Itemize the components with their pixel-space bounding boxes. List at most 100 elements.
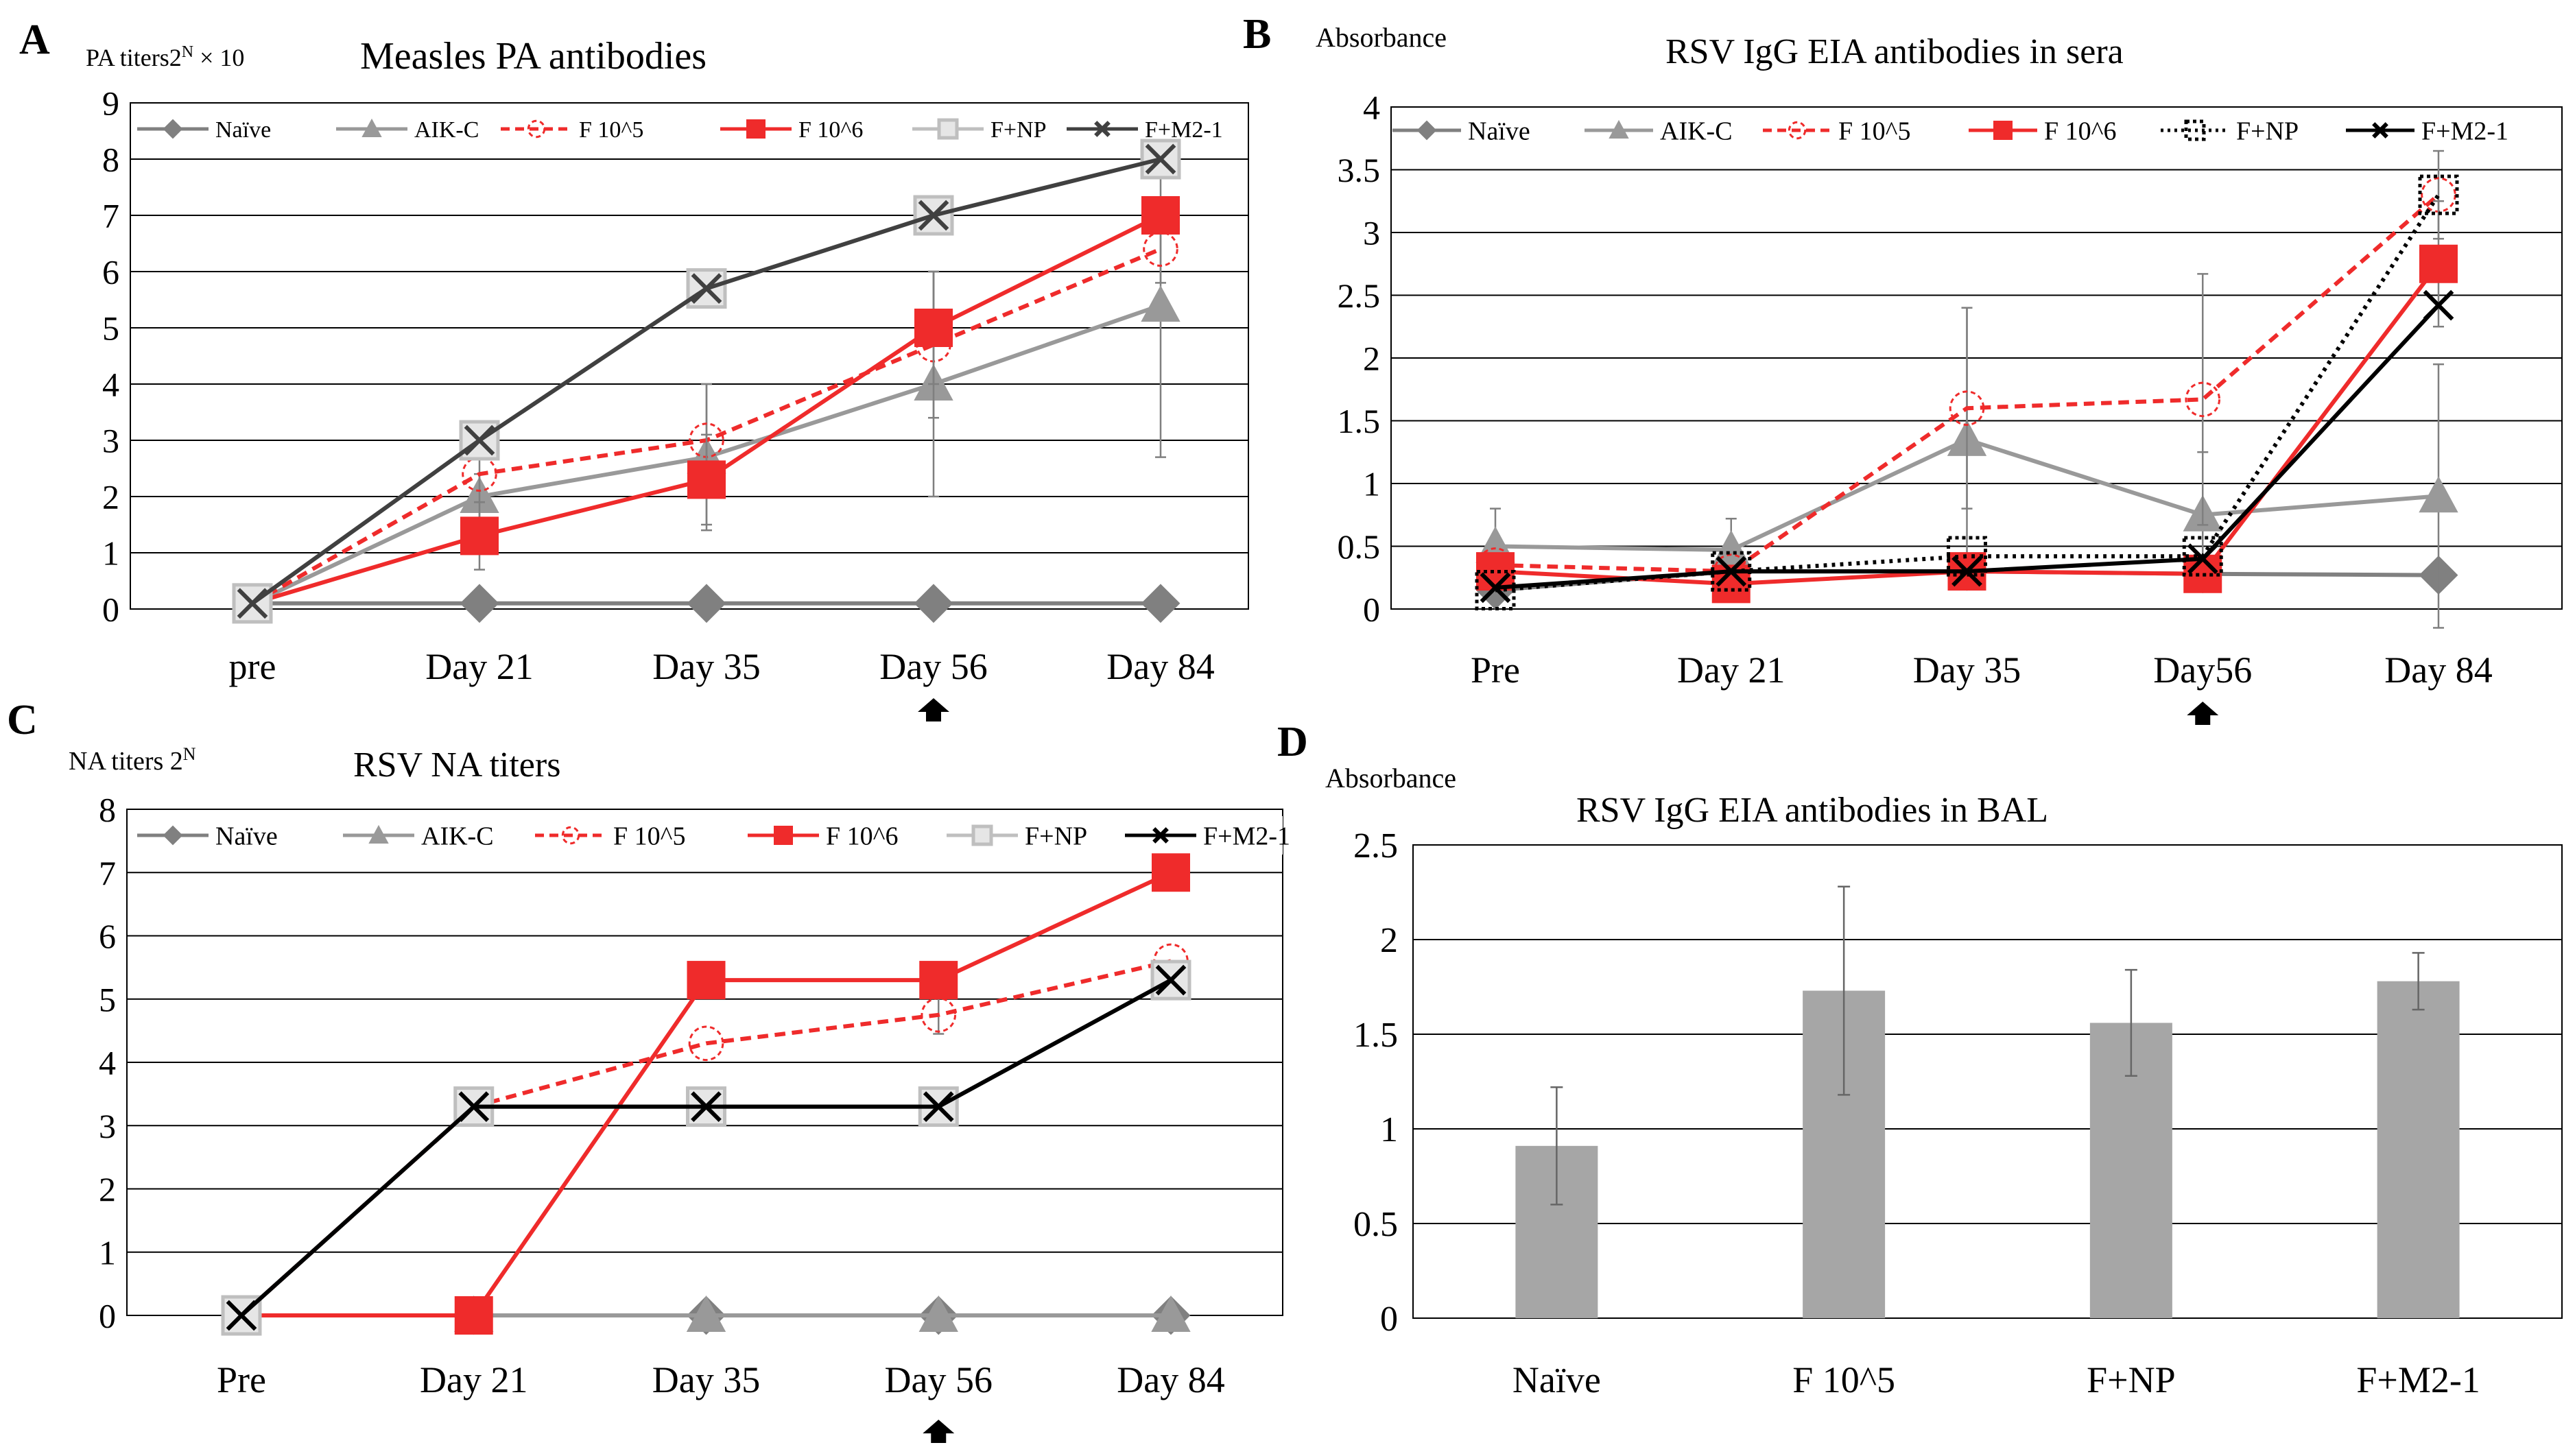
legend-marker-aik-c (1609, 119, 1629, 139)
panel-a-title: Measles PA antibodies (360, 35, 707, 77)
legend-marker-aik-c (361, 118, 382, 138)
data-point-f-10-6 (1152, 853, 1190, 892)
series-f-m2-1 (237, 143, 1176, 619)
data-point-f-10-6 (687, 460, 726, 499)
data-point-f-m2-1 (691, 273, 722, 304)
panel-a-ylabel-tail: × 10 (193, 44, 244, 71)
data-point-f-m2-1 (464, 425, 495, 456)
legend-marker-f-m2-1 (1152, 827, 1169, 844)
chart-1: 0 0.5 1 1.5 2 2.5 3 3.5 4 Pre Day 21 Day 35 Day56 Day… (1338, 88, 2563, 725)
legend-2: Naïve AIK-C F 10^5 F 10^6 F+NP F+M2-1 (137, 816, 1290, 855)
x-tick-label-f-m2-1: F+M2-1 (2356, 1359, 2480, 1400)
y-tick-label-1: 0.5 (1338, 527, 1381, 566)
panel-letter-d: D (1277, 719, 1308, 765)
panel-a-ylabel: PA titers2N × 10 (86, 43, 244, 71)
data-point-f-10-6 (2419, 244, 2458, 283)
legend-label-f-10-6: F 10^6 (2044, 117, 2116, 145)
panel-letter-c: C (7, 697, 38, 743)
legend-label-f-10-6: F 10^6 (826, 822, 898, 850)
series-line-f-m2-1 (239, 978, 1172, 1317)
y-tick-label-0: 4 (102, 366, 119, 404)
chart-3: 0 0.5 1 1.5 2 2.5 Naïve F 10^5 F+NP F+M2-1 (1353, 826, 2563, 1400)
x-tick-label-f-10-5: F 10^5 (1792, 1359, 1895, 1400)
x-tick-label-1-day-35: Day 35 (1913, 649, 2021, 691)
data-point-f-m2-1 (1716, 556, 1747, 587)
data-point-na-ve (1141, 584, 1180, 623)
panel-a-ylabel-sup: N (182, 43, 193, 61)
data-point-f-m2-1 (918, 200, 949, 231)
x-tick-label-1-day56: Day56 (2153, 649, 2252, 691)
series-f-np (232, 139, 1181, 624)
x-tick-label-0-pre: pre (229, 646, 276, 687)
y-tick-label-1: 3 (1363, 214, 1380, 252)
x-tick-label-2-day-35: Day 35 (652, 1359, 760, 1400)
data-point-f-10-5 (2185, 381, 2221, 418)
y-tick-label-0: 0 (102, 590, 119, 629)
panel-c-ylabel-sup: N (183, 744, 196, 764)
x-tick-label-2-day-56: Day 56 (885, 1359, 993, 1400)
data-point-f-m2-1 (1951, 556, 1982, 587)
panel-letter-a: A (19, 16, 50, 63)
series-f-np (221, 959, 1191, 1336)
panel-d-ylabel: Absorbance (1325, 763, 1456, 793)
data-point-f-10-6 (454, 1296, 493, 1335)
y-tick-label-0: 9 (102, 84, 119, 123)
data-point-f-np (2182, 536, 2223, 577)
y-tick-label-3: 1.5 (1353, 1016, 1398, 1055)
data-point-f-m2-1 (2423, 289, 2454, 321)
x-tick-label-0-day-84: Day 84 (1106, 646, 1214, 687)
y-tick-label-2: 6 (99, 917, 116, 955)
data-point-na-ve (914, 584, 953, 623)
x-tick-label-1-day-21: Day 21 (1677, 649, 1785, 691)
y-tick-label-3: 0 (1380, 1300, 1398, 1339)
series-line-f-np (239, 978, 1172, 1317)
legend-marker-f-np (937, 118, 959, 140)
y-tick-label-0: 7 (102, 197, 119, 235)
y-tick-label-1: 4 (1363, 88, 1380, 127)
data-point-f-np (2418, 174, 2459, 215)
data-point-f-10-6 (460, 516, 499, 556)
legend-marker-f-m2-1 (2372, 122, 2388, 139)
legend-label-na-ve: Naïve (1468, 117, 1530, 145)
x-tick-label-0-day-21: Day 21 (425, 646, 533, 687)
legend-label-aik-c: AIK-C (1660, 117, 1733, 145)
panel-b-ylabel: Absorbance (1316, 22, 1447, 53)
data-point-f-10-6 (687, 961, 726, 1000)
data-point-f-np (1475, 570, 1516, 611)
day-56-arrow-2 (923, 1420, 955, 1443)
data-point-f-m2-1 (923, 1091, 954, 1122)
y-tick-label-2: 7 (99, 854, 116, 892)
y-tick-label-3: 2 (1380, 921, 1398, 960)
y-tick-label-3: 0.5 (1353, 1205, 1398, 1244)
y-tick-label-2: 0 (99, 1297, 116, 1335)
panel-d-title: RSV IgG EIA antibodies in BAL (1576, 791, 2048, 830)
y-tick-label-2: 8 (99, 791, 116, 829)
data-point-aik-c (918, 1295, 958, 1332)
legend-label-f-np: F+NP (2236, 117, 2299, 145)
y-tick-label-1: 2.5 (1338, 276, 1381, 315)
series-line-f-10-5 (1495, 193, 2440, 574)
bar-f-m2-1 (2377, 981, 2460, 1318)
legend-label-f-np: F+NP (990, 117, 1047, 143)
data-point-f-10-6 (1141, 196, 1180, 235)
data-point-f-m2-1 (2187, 543, 2218, 575)
panel-c-title: RSV NA titers (353, 745, 560, 785)
y-tick-label-0: 8 (102, 141, 119, 179)
legend-marker-f-10-5 (527, 119, 546, 139)
legend-label-aik-c: AIK-C (414, 117, 479, 143)
legend-marker-f-10-6 (1993, 121, 2013, 140)
y-tick-label-2: 3 (99, 1107, 116, 1145)
x-tick-label-1-day-84: Day 84 (2384, 649, 2492, 691)
panel-c: C NA titers 2N RSV NA titers (7, 697, 560, 785)
series-line-f-10-5 (239, 959, 1172, 1317)
y-tick-label-2: 1 (99, 1233, 116, 1272)
y-tick-label-2: 4 (99, 1044, 116, 1082)
chart-0: 0 1 2 3 4 5 6 7 8 9 pre Day 21 Day 35 Day 56 Day 84 Naï… (102, 84, 1249, 721)
data-point-f-10-6 (1476, 552, 1515, 591)
day-56-arrow-0 (918, 698, 949, 721)
panel-b: B Absorbance RSV IgG EIA antibodies in s… (1243, 11, 2124, 71)
data-point-aik-c (2419, 476, 2458, 513)
x-tick-label-na-ve: Naïve (1512, 1359, 1601, 1400)
data-point-na-ve (460, 584, 499, 623)
